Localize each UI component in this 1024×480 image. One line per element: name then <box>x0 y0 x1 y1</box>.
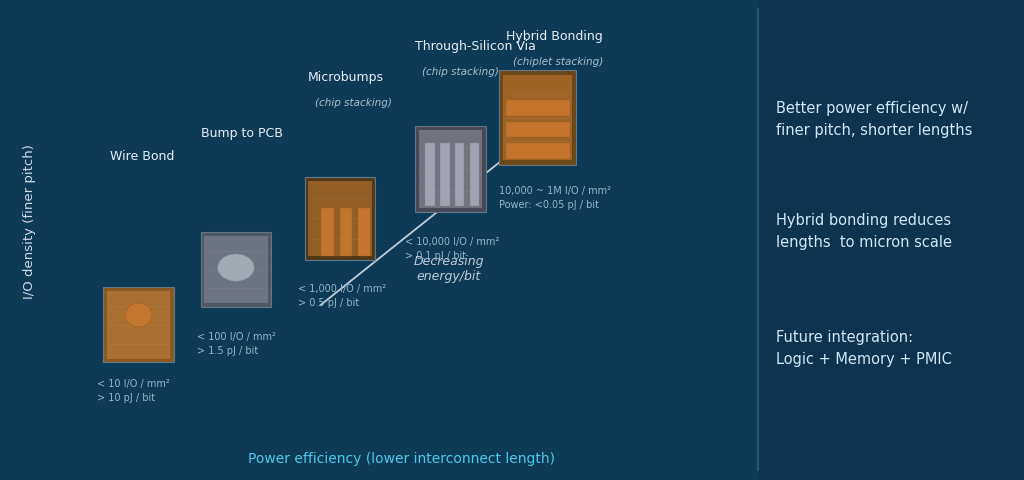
Bar <box>499 71 577 166</box>
Point <box>258 249 270 254</box>
Bar <box>506 101 569 117</box>
Point <box>305 216 317 222</box>
Bar <box>340 209 351 256</box>
Text: Microbumps: Microbumps <box>308 71 384 84</box>
Bar <box>455 144 464 207</box>
Text: 10,000 ~ 1M I/O / mm²
Power: <0.05 pJ / bit: 10,000 ~ 1M I/O / mm² Power: <0.05 pJ / … <box>499 185 611 209</box>
Ellipse shape <box>217 254 254 282</box>
Bar <box>357 209 370 256</box>
Point <box>104 303 117 309</box>
Point <box>104 322 117 328</box>
Bar <box>470 144 479 207</box>
Text: Future integration:
Logic + Memory + PMIC: Future integration: Logic + Memory + PMI… <box>776 329 951 367</box>
Bar <box>425 144 435 207</box>
Point <box>501 116 513 121</box>
Point <box>416 167 428 172</box>
Point <box>416 188 428 194</box>
Point <box>305 195 317 201</box>
Point <box>361 195 374 201</box>
Point <box>202 267 214 273</box>
Text: < 10,000 I/O / mm²
> 0.1 pJ / bit: < 10,000 I/O / mm² > 0.1 pJ / bit <box>406 237 500 261</box>
Text: Wire Bond: Wire Bond <box>111 150 174 163</box>
Point <box>361 216 374 222</box>
Bar <box>322 209 334 256</box>
Text: Better power efficiency w/
finer pitch, shorter lengths: Better power efficiency w/ finer pitch, … <box>776 100 972 138</box>
Bar <box>204 236 267 304</box>
Bar <box>201 233 271 307</box>
Text: < 100 I/O / mm²
> 1.5 pJ / bit: < 100 I/O / mm² > 1.5 pJ / bit <box>198 331 276 355</box>
Bar <box>419 131 482 209</box>
Bar <box>506 144 569 160</box>
Point <box>104 341 117 347</box>
Point <box>472 145 484 151</box>
Ellipse shape <box>125 303 153 327</box>
Point <box>501 139 513 145</box>
Text: < 10 I/O / mm²
> 10 pJ / bit: < 10 I/O / mm² > 10 pJ / bit <box>96 378 170 402</box>
Point <box>472 188 484 194</box>
Point <box>161 303 173 309</box>
Bar <box>106 291 170 359</box>
Text: I/O density (finer pitch): I/O density (finer pitch) <box>24 144 36 298</box>
Text: Bump to PCB: Bump to PCB <box>201 126 283 139</box>
Text: < 1,000 I/O / mm²
> 0.5 pJ / bit: < 1,000 I/O / mm² > 0.5 pJ / bit <box>298 284 386 308</box>
Point <box>202 286 214 291</box>
Text: (chip stacking): (chip stacking) <box>314 98 391 108</box>
Point <box>161 322 173 328</box>
Bar <box>308 181 372 256</box>
Point <box>202 249 214 254</box>
Bar <box>503 76 572 161</box>
Bar <box>506 122 569 138</box>
Point <box>416 145 428 151</box>
Point <box>562 116 574 121</box>
Text: (chip stacking): (chip stacking) <box>422 67 499 76</box>
Point <box>562 139 574 145</box>
Bar <box>103 288 174 362</box>
Text: Hybrid Bonding: Hybrid Bonding <box>506 30 603 43</box>
Text: Hybrid bonding reduces
lengths  to micron scale: Hybrid bonding reduces lengths to micron… <box>776 213 951 250</box>
Point <box>501 92 513 98</box>
Point <box>305 237 317 242</box>
Point <box>258 286 270 291</box>
Text: (chiplet stacking): (chiplet stacking) <box>513 57 603 67</box>
Point <box>258 267 270 273</box>
Point <box>161 341 173 347</box>
Point <box>472 167 484 172</box>
Text: Decreasing
energy/bit: Decreasing energy/bit <box>414 254 484 282</box>
Text: Power efficiency (lower interconnect length): Power efficiency (lower interconnect len… <box>249 451 555 465</box>
Bar <box>416 126 485 213</box>
Bar <box>305 178 375 260</box>
Point <box>562 92 574 98</box>
Bar <box>440 144 450 207</box>
Point <box>361 237 374 242</box>
Text: Through-Silicon Via: Through-Silicon Via <box>416 40 537 53</box>
